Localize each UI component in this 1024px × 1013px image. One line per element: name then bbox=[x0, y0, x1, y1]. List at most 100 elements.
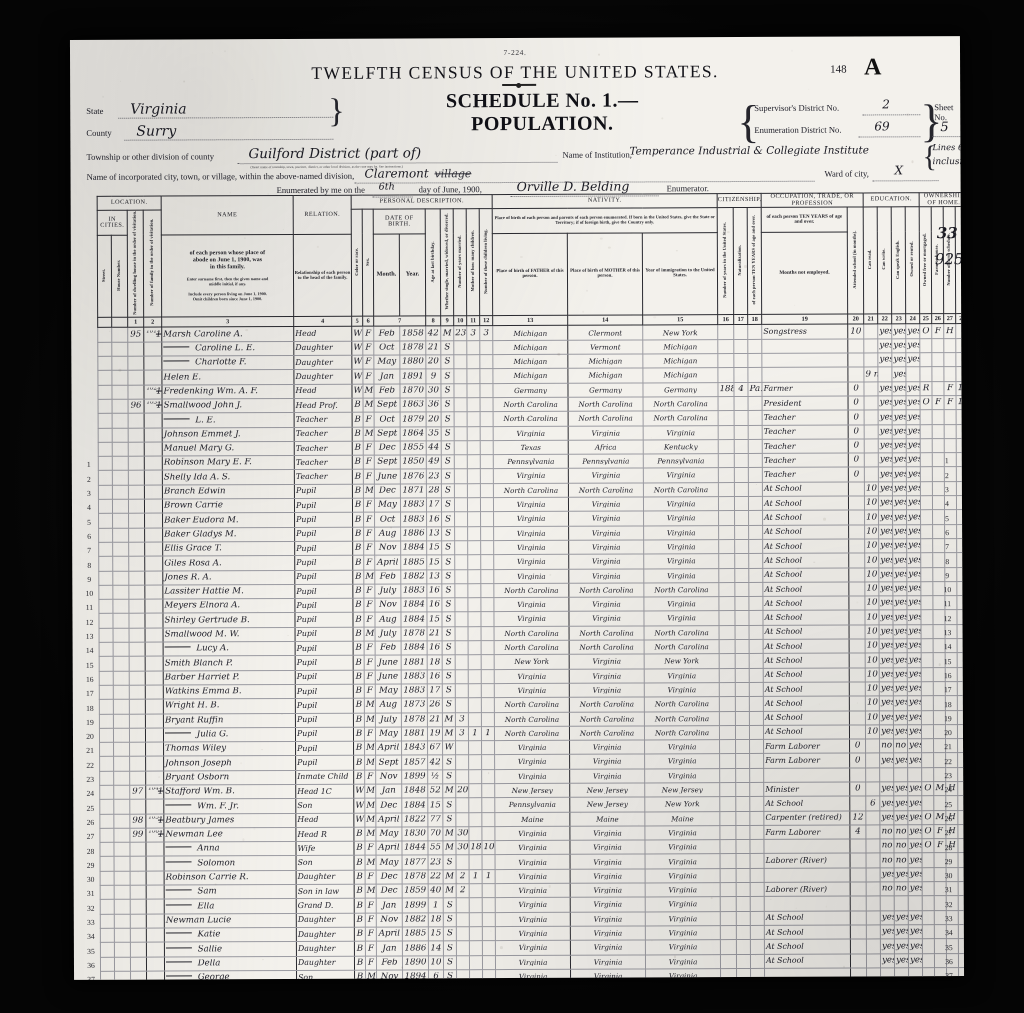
cell-age[interactable]: 42 bbox=[425, 326, 441, 341]
cell-can-write[interactable]: yes bbox=[894, 953, 909, 968]
cell-house-number[interactable] bbox=[113, 642, 130, 657]
cell-naturalization[interactable] bbox=[749, 668, 764, 683]
cell-can-read[interactable]: yes bbox=[878, 524, 893, 539]
cell-months-school[interactable]: 10 bbox=[865, 696, 880, 711]
cell-birthplace-father[interactable]: Virginia bbox=[569, 668, 645, 684]
cell-family-number[interactable] bbox=[146, 870, 165, 886]
cell-occupation[interactable]: Carpenter (retired) bbox=[763, 810, 850, 826]
cell-marital-status[interactable]: S bbox=[441, 583, 455, 598]
cell-house-number[interactable] bbox=[112, 542, 129, 557]
cell-birthplace-person[interactable]: Pennsylvania bbox=[494, 797, 570, 813]
cell-months-not-employed[interactable] bbox=[850, 896, 867, 911]
cell-relation[interactable]: Grand D. bbox=[296, 898, 355, 914]
cell-birth-month[interactable]: June bbox=[375, 655, 402, 670]
cell-birthplace-mother[interactable]: Virginia bbox=[645, 911, 721, 926]
cell-years-married[interactable] bbox=[454, 597, 468, 613]
cell-street[interactable] bbox=[100, 971, 115, 980]
cell-color-race[interactable]: W bbox=[353, 812, 365, 828]
cell-birthplace-person[interactable]: Virginia bbox=[493, 511, 569, 527]
cell-birthplace-father[interactable]: Virginia bbox=[568, 568, 644, 584]
cell-children-living[interactable] bbox=[480, 569, 494, 584]
cell-person-name[interactable]: Charlotte F. bbox=[161, 355, 294, 371]
cell-years-in-us[interactable] bbox=[734, 553, 749, 569]
cell-months-school[interactable] bbox=[865, 810, 880, 825]
cell-children-living[interactable] bbox=[480, 554, 494, 570]
cell-can-read[interactable] bbox=[877, 367, 893, 382]
cell-occupation[interactable] bbox=[764, 867, 851, 883]
cell-birthplace-mother[interactable]: New Jersey bbox=[644, 782, 720, 798]
cell-months-not-employed[interactable]: 0 bbox=[848, 453, 865, 468]
cell-birth-month[interactable]: Sept bbox=[374, 426, 401, 441]
cell-sex[interactable]: F bbox=[363, 455, 375, 470]
cell-months-not-employed[interactable] bbox=[848, 581, 865, 597]
cell-birthplace-person[interactable]: North Carolina bbox=[493, 483, 569, 498]
cell-naturalization[interactable] bbox=[749, 696, 764, 711]
cell-can-write[interactable]: yes bbox=[892, 567, 907, 582]
cell-house-number[interactable] bbox=[111, 384, 129, 400]
cell-color-race[interactable]: B bbox=[354, 855, 366, 870]
cell-color-race[interactable]: B bbox=[353, 841, 366, 856]
cell-sex[interactable]: M bbox=[364, 712, 376, 727]
cell-can-read[interactable] bbox=[879, 767, 894, 782]
cell-months-not-employed[interactable] bbox=[848, 481, 865, 497]
cell-sex[interactable]: F bbox=[364, 641, 376, 656]
cell-can-read[interactable]: yes bbox=[879, 638, 894, 654]
cell-children-living[interactable] bbox=[479, 383, 494, 398]
cell-birth-year[interactable]: 1899 bbox=[402, 898, 429, 913]
cell-owned-free-mortgaged[interactable] bbox=[932, 409, 945, 425]
cell-children-living[interactable] bbox=[482, 897, 496, 913]
cell-occupation[interactable]: At School bbox=[763, 796, 850, 812]
cell-house-number[interactable] bbox=[114, 928, 131, 943]
cell-relation[interactable]: Inmate Child bbox=[295, 769, 354, 785]
cell-relation[interactable]: Teacher bbox=[294, 469, 353, 485]
cell-family-number[interactable] bbox=[144, 484, 163, 500]
cell-sex[interactable]: M bbox=[363, 398, 375, 413]
cell-farm-or-house[interactable] bbox=[944, 424, 957, 439]
cell-sex[interactable]: F bbox=[364, 655, 376, 670]
cell-can-write[interactable]: yes bbox=[893, 681, 908, 697]
cell-dwelling-number[interactable]: 99 bbox=[129, 827, 146, 843]
cell-dwelling-number[interactable] bbox=[129, 670, 146, 686]
cell-age[interactable]: 15 bbox=[426, 540, 442, 556]
cell-can-read[interactable]: yes bbox=[880, 939, 895, 954]
cell-color-race[interactable]: B bbox=[352, 498, 364, 513]
cell-dwelling-number[interactable]: 96 bbox=[128, 399, 145, 414]
cell-color-race[interactable]: B bbox=[354, 927, 366, 942]
cell-family-number[interactable] bbox=[144, 427, 163, 442]
cell-birth-month[interactable]: May bbox=[375, 726, 402, 742]
cell-months-school[interactable]: 10 bbox=[865, 667, 880, 682]
cell-age[interactable]: 70 bbox=[427, 826, 443, 842]
cell-street[interactable] bbox=[99, 670, 114, 686]
cell-family-number[interactable] bbox=[146, 956, 165, 971]
cell-can-write[interactable]: yes bbox=[894, 867, 909, 882]
cell-months-not-employed[interactable] bbox=[849, 796, 866, 811]
cell-occupation[interactable]: Laborer (River) bbox=[764, 882, 851, 897]
cell-children-born[interactable] bbox=[467, 411, 481, 427]
cell-marital-status[interactable]: M bbox=[442, 840, 457, 856]
cell-can-speak-english[interactable]: yes bbox=[906, 410, 921, 425]
cell-occupation[interactable]: At School bbox=[764, 910, 851, 926]
cell-dwelling-number[interactable] bbox=[129, 627, 146, 643]
cell-person-name[interactable]: Julia G. bbox=[163, 727, 296, 743]
cell-children-born[interactable] bbox=[467, 583, 481, 598]
cell-birthplace-mother[interactable]: New York bbox=[644, 796, 720, 812]
cell-color-race[interactable]: B bbox=[354, 898, 366, 913]
cell-can-speak-english[interactable]: yes bbox=[906, 467, 921, 482]
cell-children-born[interactable] bbox=[468, 755, 482, 770]
cell-street[interactable] bbox=[99, 685, 114, 700]
cell-marital-status[interactable]: S bbox=[442, 683, 456, 699]
cell-can-write[interactable]: no bbox=[894, 853, 909, 868]
cell-sex[interactable]: F bbox=[365, 898, 377, 913]
cell-can-write[interactable] bbox=[894, 896, 909, 911]
cell-years-married[interactable] bbox=[454, 583, 468, 598]
cell-marital-status[interactable]: M bbox=[442, 712, 456, 727]
cell-family-number[interactable] bbox=[143, 356, 162, 371]
cell-months-school[interactable]: 10 bbox=[864, 581, 879, 597]
cell-dwelling-number[interactable] bbox=[130, 942, 147, 957]
cell-house-number[interactable] bbox=[111, 370, 128, 385]
cell-dwelling-number[interactable] bbox=[129, 727, 146, 743]
cell-naturalization[interactable] bbox=[748, 567, 763, 583]
cell-birthplace-mother[interactable]: Virginia bbox=[643, 468, 719, 483]
cell-birth-year[interactable]: 1881 bbox=[401, 655, 428, 670]
cell-years-in-us[interactable] bbox=[735, 639, 750, 654]
